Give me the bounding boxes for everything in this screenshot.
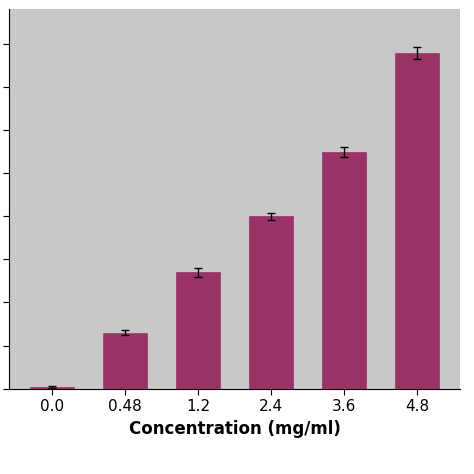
- Bar: [249, 216, 293, 389]
- X-axis label: Concentration (mg/ml): Concentration (mg/ml): [129, 419, 340, 438]
- Bar: [322, 152, 366, 389]
- Bar: [176, 273, 220, 389]
- Bar: [30, 387, 74, 389]
- Bar: [103, 333, 147, 389]
- Bar: [395, 53, 439, 389]
